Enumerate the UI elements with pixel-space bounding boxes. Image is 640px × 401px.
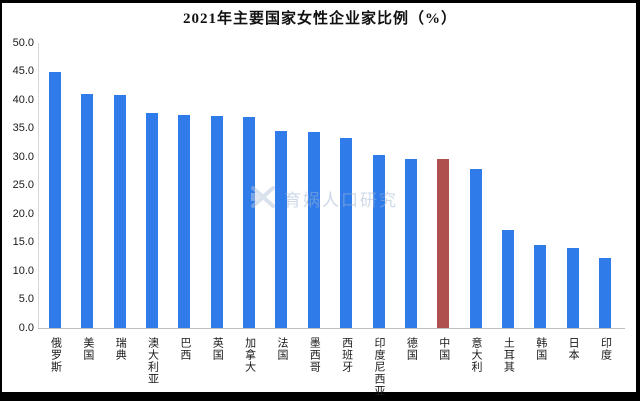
chart-title: 2021年主要国家女性企业家比例（%） <box>182 11 457 27</box>
x-axis-category-label: 俄罗斯 <box>49 337 62 373</box>
bar-德国 <box>404 159 417 328</box>
y-axis-tick-label: 35.0 <box>12 122 34 134</box>
x-axis-category-label: 土耳其 <box>502 337 515 373</box>
bar-英国 <box>210 115 223 328</box>
y-axis-tick-label: 45.0 <box>12 65 34 77</box>
bar-中国 <box>437 158 450 328</box>
bar-西班牙 <box>340 138 353 328</box>
x-axis-line <box>38 328 625 329</box>
bar-墨西哥 <box>307 131 320 328</box>
bar-印度尼西亚 <box>372 154 385 328</box>
y-axis-tick-label: 40.0 <box>12 93 34 106</box>
y-axis-line <box>38 43 39 328</box>
x-axis-category-label: 意大利 <box>470 337 483 373</box>
x-axis-category-label: 墨西哥 <box>308 337 321 373</box>
bar-美国 <box>81 94 94 328</box>
x-axis-category-label: 瑞典 <box>114 337 127 361</box>
x-axis-category-label: 德国 <box>405 337 418 361</box>
bar-韩国 <box>534 245 547 328</box>
x-axis-category-label: 美国 <box>81 337 94 361</box>
y-axis-tick-label: 30.0 <box>12 150 34 163</box>
x-axis-category-label: 澳大利亚 <box>146 337 159 385</box>
bar-瑞典 <box>113 94 126 328</box>
y-axis-tick-label: 15.0 <box>12 236 34 248</box>
y-axis-tick-label: 50.0 <box>12 36 34 49</box>
bar-法国 <box>275 130 288 328</box>
x-axis-category-label: 印度尼西亚 <box>373 337 385 397</box>
x-axis-category-label: 巴西 <box>178 337 191 361</box>
y-axis-tick-label: 5.0 <box>18 293 34 305</box>
x-axis-category-label: 中国 <box>437 337 450 361</box>
y-axis-tick-label: 10.0 <box>12 264 34 277</box>
bar-加拿大 <box>243 116 256 328</box>
y-axis-tick-label: 25.0 <box>12 179 34 191</box>
bar-土耳其 <box>501 229 514 328</box>
x-axis-category-label: 加拿大 <box>243 337 256 373</box>
x-axis-category-label: 印度 <box>599 337 612 361</box>
bar-意大利 <box>469 168 482 328</box>
bar-巴西 <box>178 115 191 328</box>
bar-澳大利亚 <box>146 112 159 328</box>
x-axis-category-label: 日本 <box>567 337 580 361</box>
bar-日本 <box>566 247 579 328</box>
bar-印度 <box>598 257 611 328</box>
x-axis-category-label: 西班牙 <box>340 337 353 373</box>
y-axis-tick-label: 20.0 <box>12 207 34 220</box>
bar-俄罗斯 <box>49 72 61 328</box>
x-axis-category-label: 英国 <box>211 337 224 361</box>
x-axis-category-label: 韩国 <box>534 337 547 361</box>
y-axis-tick-label: 0.0 <box>18 321 34 334</box>
x-axis-category-label: 法国 <box>275 337 288 361</box>
